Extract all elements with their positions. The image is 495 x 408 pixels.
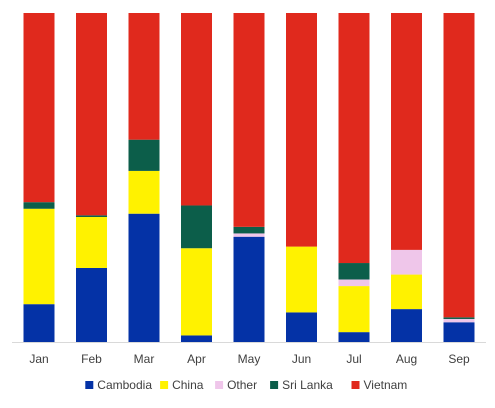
bar-segment-sri-lanka-apr — [181, 205, 212, 249]
x-tick-label: Jul — [346, 352, 361, 366]
bar-segment-vietnam-aug — [391, 13, 422, 250]
x-tick-label: May — [238, 352, 261, 366]
legend-swatch — [351, 381, 360, 389]
bar-segment-china-jul — [338, 286, 370, 333]
x-tick-label: Apr — [187, 352, 206, 366]
bar-segment-china-aug — [391, 274, 422, 310]
bar-segment-cambodia-may — [233, 236, 265, 342]
bar-segment-china-mar — [128, 170, 160, 214]
bar-segment-cambodia-sep — [443, 322, 475, 342]
x-tick-label: Aug — [396, 352, 417, 366]
bar-segment-vietnam-apr — [181, 13, 212, 206]
bar-segment-china-feb — [76, 216, 107, 268]
bar-segment-vietnam-mar — [128, 13, 160, 140]
legend-item-cambodia: Cambodia — [85, 378, 152, 392]
legend-swatch — [215, 381, 224, 389]
bar-segment-cambodia-jan — [23, 304, 55, 343]
bar-segment-cambodia-jul — [338, 332, 370, 342]
bar-segment-vietnam-may — [233, 13, 265, 227]
legend-label: China — [172, 378, 204, 392]
bar-segment-cambodia-jun — [286, 312, 317, 342]
legend-swatch — [85, 381, 94, 389]
bar-segment-sri-lanka-sep — [443, 317, 475, 319]
bar-segment-sri-lanka-feb — [76, 215, 107, 217]
bar-segment-china-jun — [286, 246, 317, 313]
bar-segment-vietnam-feb — [76, 13, 107, 216]
legend-item-sri-lanka: Sri Lanka — [270, 378, 333, 392]
legend-item-china: China — [160, 378, 204, 392]
bar-segment-cambodia-feb — [76, 267, 107, 343]
bar-segment-other-jul — [338, 279, 370, 287]
legend-label: Other — [227, 378, 257, 392]
x-tick-label: Feb — [81, 352, 102, 366]
bar-segment-sri-lanka-may — [233, 226, 265, 234]
legend: Cambodia China Other Sri Lanka Vietnam — [85, 378, 407, 392]
legend-swatch — [160, 381, 169, 389]
bar-segment-sri-lanka-jul — [338, 263, 370, 280]
legend-swatch — [270, 381, 279, 389]
legend-label: Vietnam — [364, 378, 408, 392]
bar-segment-other-sep — [443, 318, 475, 323]
bar-segment-vietnam-jun — [286, 13, 317, 247]
bar-segment-vietnam-sep — [443, 13, 475, 318]
bar-segment-other-may — [233, 233, 265, 237]
bar-segment-sri-lanka-mar — [128, 139, 160, 171]
legend-item-other: Other — [215, 378, 257, 392]
legend-label: Sri Lanka — [282, 378, 333, 392]
legend-item-vietnam: Vietnam — [351, 378, 408, 392]
bar-segment-cambodia-aug — [391, 309, 422, 342]
x-tick-label: Mar — [134, 352, 155, 366]
x-tick-label: Jun — [292, 352, 311, 366]
bar-segment-china-jan — [23, 208, 55, 305]
x-tick-labels: Jan Feb Mar Apr May Jun Jul Aug Sep — [29, 352, 470, 366]
bar-segment-cambodia-mar — [128, 213, 160, 342]
bar-segment-cambodia-apr — [181, 335, 212, 342]
x-tick-label: Jan — [29, 352, 48, 366]
bars-layer — [23, 13, 475, 343]
x-tick-label: Sep — [448, 352, 470, 366]
bar-segment-vietnam-jul — [338, 13, 370, 264]
bar-segment-china-apr — [181, 248, 212, 336]
bar-segment-other-aug — [391, 249, 422, 275]
legend-label: Cambodia — [97, 378, 152, 392]
bar-segment-vietnam-jan — [23, 13, 55, 203]
bar-segment-sri-lanka-jan — [23, 202, 55, 209]
